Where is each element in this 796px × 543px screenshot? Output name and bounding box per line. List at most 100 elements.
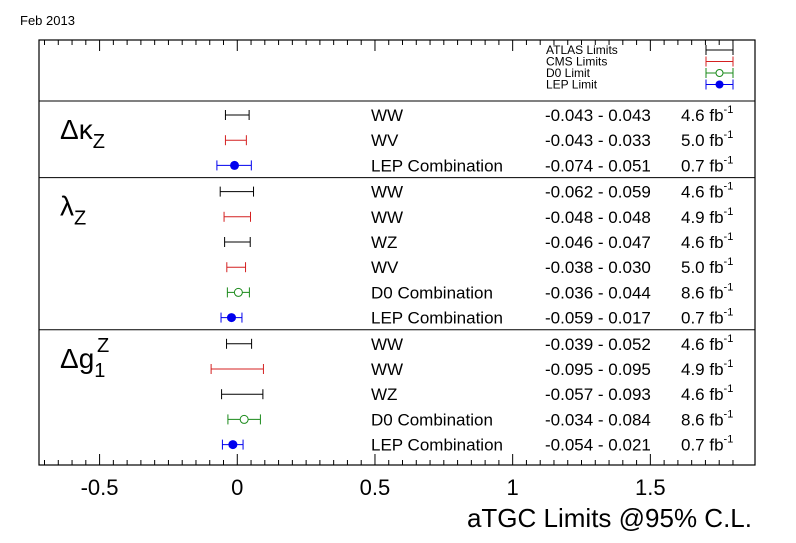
- range-label: -0.038 - 0.030: [545, 258, 651, 277]
- channel-label: WW: [371, 208, 403, 227]
- legend-label: ATLAS Limits: [546, 43, 618, 57]
- x-tick-label: 0.5: [360, 475, 391, 500]
- x-tick-label: -0.5: [81, 475, 119, 500]
- lumi-value: 4.9 fb: [681, 208, 724, 227]
- lumi-value: 4.6 fb: [681, 183, 724, 202]
- limit-row: WW -0.062 - 0.059 4.6 fb-1: [219, 181, 733, 202]
- lumi-value: 0.7 fb: [681, 156, 724, 175]
- lumi-label: 4.6 fb-1: [681, 383, 733, 404]
- channel-label: LEP Combination: [371, 156, 503, 175]
- channel-label: WW: [371, 360, 403, 379]
- lumi-label: 4.9 fb-1: [681, 358, 733, 379]
- x-tick-label: 1.5: [635, 475, 666, 500]
- lumi-exponent: -1: [724, 383, 734, 395]
- central-open-circle: [233, 287, 243, 297]
- group-symbol: Δg: [60, 343, 94, 374]
- legend-marker-lep-limit: [705, 79, 734, 90]
- range-label: -0.036 - 0.044: [545, 283, 651, 302]
- channel-label: WW: [371, 106, 403, 125]
- limit-row: WW -0.039 - 0.052 4.6 fb-1: [226, 333, 733, 354]
- group-subscript: 1: [94, 360, 105, 382]
- range-label: -0.039 - 0.052: [545, 335, 651, 354]
- range-label: -0.059 - 0.017: [545, 309, 651, 328]
- central-filled-circle: [228, 440, 238, 450]
- channel-label: WZ: [371, 385, 397, 404]
- lumi-exponent: -1: [724, 307, 734, 319]
- lumi-exponent: -1: [724, 333, 734, 345]
- central-open-circle: [239, 414, 249, 424]
- lumi-value: 4.6 fb: [681, 335, 724, 354]
- channel-label: D0 Combination: [371, 283, 493, 302]
- lumi-label: 5.0 fb-1: [681, 129, 733, 150]
- lumi-label: 4.6 fb-1: [681, 231, 733, 252]
- range-label: -0.048 - 0.048: [545, 208, 651, 227]
- date-label: Feb 2013: [20, 13, 75, 28]
- range-label: -0.046 - 0.047: [545, 233, 651, 252]
- lumi-label: 0.7 fb-1: [681, 154, 733, 175]
- lumi-value: 4.6 fb: [681, 233, 724, 252]
- lumi-value: 8.6 fb: [681, 283, 724, 302]
- lumi-value: 4.6 fb: [681, 106, 724, 125]
- group-symbol: Δκ: [60, 114, 94, 145]
- range-label: -0.095 - 0.095: [545, 360, 651, 379]
- lumi-exponent: -1: [724, 129, 734, 141]
- legend-marker-d0-limit: [705, 68, 734, 78]
- legend-marker-cms-limits: [705, 56, 734, 67]
- channel-label: D0 Combination: [371, 410, 493, 429]
- range-label: -0.043 - 0.033: [545, 131, 651, 150]
- limit-row: WZ -0.046 - 0.047 4.6 fb-1: [224, 231, 733, 252]
- x-tick-label: 0: [231, 475, 243, 500]
- legend-open-circle: [715, 69, 724, 77]
- group-label: ΔκZ: [60, 114, 105, 153]
- lumi-exponent: -1: [724, 104, 734, 116]
- limit-row: WZ -0.057 - 0.093 4.6 fb-1: [221, 383, 733, 404]
- lumi-exponent: -1: [724, 231, 734, 243]
- limit-row: LEP Combination -0.054 - 0.021 0.7 fb-1: [221, 434, 734, 455]
- channel-label: LEP Combination: [371, 309, 503, 328]
- lumi-label: 4.6 fb-1: [681, 181, 733, 202]
- lumi-value: 4.9 fb: [681, 360, 724, 379]
- central-filled-circle: [230, 160, 240, 170]
- lumi-value: 5.0 fb: [681, 258, 724, 277]
- legend-filled-circle: [715, 80, 724, 89]
- lumi-exponent: -1: [724, 358, 734, 370]
- channel-label: WW: [371, 183, 403, 202]
- channel-label: LEP Combination: [371, 436, 503, 455]
- range-label: -0.034 - 0.084: [545, 410, 651, 429]
- range-label: -0.074 - 0.051: [545, 156, 651, 175]
- lumi-label: 4.9 fb-1: [681, 206, 733, 227]
- range-label: -0.043 - 0.043: [545, 106, 651, 125]
- lumi-value: 5.0 fb: [681, 131, 724, 150]
- lumi-label: 4.6 fb-1: [681, 333, 733, 354]
- group-label: Δg1: [60, 343, 105, 382]
- channel-label: WZ: [371, 233, 397, 252]
- group-subscript: Z: [74, 208, 86, 230]
- channel-label: WV: [371, 258, 399, 277]
- lumi-label: 4.6 fb-1: [681, 104, 733, 125]
- limit-row: D0 Combination -0.036 - 0.044 8.6 fb-1: [226, 281, 733, 302]
- range-label: -0.062 - 0.059: [545, 183, 651, 202]
- limit-row: WV -0.043 - 0.033 5.0 fb-1: [224, 129, 733, 150]
- lumi-label: 8.6 fb-1: [681, 281, 733, 302]
- group-0: ΔκZ WW -0.043 - 0.043 4.6 fb-1 WV -0.043 - 0.…: [39, 100, 755, 175]
- channel-label: WV: [371, 131, 399, 150]
- x-axis: -0.5 0 0.5 1 1.5: [44, 40, 734, 500]
- limit-row: WV -0.038 - 0.030 5.0 fb-1: [226, 256, 733, 277]
- limit-row: WW -0.043 - 0.043 4.6 fb-1: [224, 104, 733, 125]
- group-label: λZ: [60, 191, 86, 230]
- lumi-label: 5.0 fb-1: [681, 256, 733, 277]
- central-filled-circle: [226, 313, 236, 323]
- legend-label: LEP Limit: [546, 78, 598, 92]
- lumi-exponent: -1: [724, 206, 734, 218]
- lumi-exponent: -1: [724, 408, 734, 420]
- lumi-value: 4.6 fb: [681, 385, 724, 404]
- plot-frame: [38, 39, 756, 466]
- lumi-value: 0.7 fb: [681, 309, 724, 328]
- lumi-exponent: -1: [724, 434, 734, 446]
- legend-label: D0 Limit: [546, 66, 591, 80]
- group-subscript: Z: [93, 131, 105, 153]
- x-axis-title: aTGC Limits @95% C.L.: [467, 503, 752, 533]
